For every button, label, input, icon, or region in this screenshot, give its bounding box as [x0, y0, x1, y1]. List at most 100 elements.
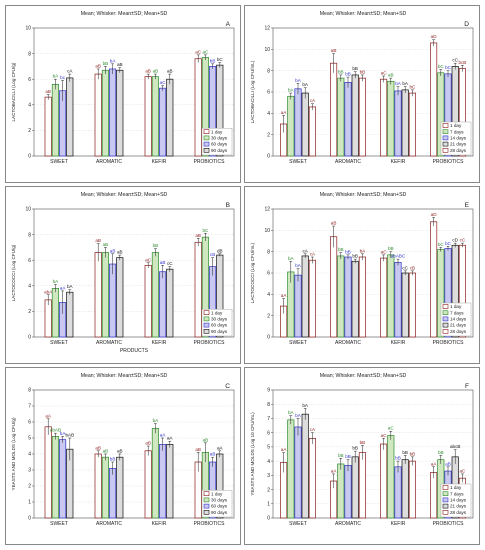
data-label: bB — [395, 456, 401, 461]
data-label: bB — [345, 249, 351, 254]
data-label: aC — [381, 433, 388, 438]
bar — [66, 291, 74, 338]
legend-label: 1 day — [211, 129, 223, 134]
y-tick-label: 6 — [267, 90, 270, 96]
y-tick-label: 1 — [28, 500, 31, 506]
data-label: aC — [381, 71, 388, 76]
y-axis-label: YEASTS AND MOLDS (Log 10 CFU/mL) — [250, 412, 255, 496]
y-tick-label: 7 — [267, 416, 270, 422]
chart-title: Mean; Whisker: Mean±SD; Mean+SD — [320, 373, 407, 379]
bar — [159, 444, 167, 519]
plot-frame — [272, 389, 474, 519]
legend-label: 90 days — [211, 148, 228, 153]
data-label: cC — [402, 265, 408, 270]
data-label: aC — [145, 257, 152, 262]
data-label: dB — [217, 248, 223, 253]
bar — [101, 456, 109, 519]
data-label: bC — [217, 57, 224, 62]
x-tick-label: SWEET — [289, 159, 307, 165]
bar — [351, 456, 359, 519]
bar — [144, 264, 152, 338]
data-label: bA — [67, 284, 74, 289]
data-label: bB — [103, 61, 109, 66]
bar — [308, 259, 316, 338]
data-label: bB — [153, 243, 159, 248]
legend-swatch — [442, 129, 449, 134]
x-tick-label: AROMATIC — [335, 521, 361, 527]
x-tick-label: KEFIR — [391, 340, 406, 346]
x-tick-label: SWEET — [50, 159, 68, 165]
bar — [380, 78, 388, 157]
y-tick-label: 6 — [267, 430, 270, 436]
data-label: cA — [303, 248, 309, 253]
data-label: bB — [388, 246, 394, 251]
data-label: bA — [53, 74, 60, 79]
data-label: bB — [338, 69, 344, 74]
legend-label: 1 day — [211, 491, 223, 496]
data-label: aB — [388, 73, 394, 78]
bar — [294, 426, 302, 519]
x-tick-label: PROBIOTICS — [433, 159, 465, 165]
bar — [337, 463, 345, 519]
legend-swatch — [442, 135, 449, 141]
y-tick-label: 8 — [267, 249, 270, 255]
bar — [430, 221, 438, 338]
bar — [194, 58, 202, 157]
bar — [294, 88, 302, 157]
bar — [401, 459, 409, 519]
legend-swatch — [442, 141, 449, 147]
x-tick-label: AROMATIC — [96, 521, 122, 527]
y-tick-label: 2 — [267, 313, 270, 319]
data-label: bC — [438, 242, 445, 247]
data-label: aC — [388, 426, 395, 431]
data-label: aB — [145, 69, 151, 74]
data-label: bcB — [458, 60, 466, 65]
bar — [144, 450, 152, 519]
x-tick-label: AROMATIC — [96, 340, 122, 346]
legend-label: 21 days — [450, 504, 467, 509]
legend-label: 28 days — [450, 329, 467, 334]
x-tick-label: PROBIOTICS — [433, 340, 465, 346]
legend-swatch — [203, 322, 210, 328]
y-tick-label: 6 — [28, 77, 31, 83]
bar — [330, 62, 338, 157]
panel-d: Mean; Whisker: Mean±SD; Mean+SD D 0 2 4 6 8 10 1… — [244, 5, 480, 183]
x-axis-label: PRODUCTS — [120, 348, 149, 354]
x-tick-label: AROMATIC — [335, 340, 361, 346]
legend-swatch — [203, 129, 210, 134]
bar — [301, 255, 309, 338]
bar — [94, 73, 102, 157]
panel-e: Mean; Whisker: Mean±SD; Mean+SD E 0 2 4 6 8 10 1… — [244, 186, 480, 364]
data-label: aA — [167, 436, 174, 441]
data-label: bc — [60, 75, 66, 80]
y-tick-label: 4 — [28, 103, 31, 109]
x-tick-label: SWEET — [50, 521, 68, 527]
data-label: aB — [110, 248, 116, 253]
x-tick-label: PROBIOTICS — [194, 159, 226, 165]
data-label: bB — [360, 440, 366, 445]
data-label: aB — [167, 69, 173, 74]
data-label: bA — [302, 403, 309, 408]
y-axis-label: LACTOBACILLI (Log CFU/g) — [11, 62, 16, 121]
bar — [330, 236, 338, 338]
data-label: bB — [402, 450, 408, 455]
data-label: bC — [445, 241, 452, 246]
legend-label: 28 days — [450, 148, 467, 153]
bar — [59, 439, 67, 519]
bar — [116, 257, 124, 338]
panel-letter: C — [225, 383, 230, 390]
bar — [144, 76, 152, 157]
bar — [51, 436, 59, 519]
legend-label: 30 days — [211, 136, 228, 141]
bar — [337, 255, 345, 338]
bar — [387, 80, 395, 157]
legend-label: 60 days — [211, 323, 228, 328]
plot-frame — [272, 208, 474, 338]
plot-frame — [272, 27, 474, 157]
data-label: aB — [160, 260, 166, 265]
data-label: aB — [210, 452, 216, 457]
bar — [344, 256, 352, 338]
data-label: bA — [288, 256, 295, 261]
y-tick-label: 6 — [28, 258, 31, 264]
legend-swatch — [203, 329, 210, 334]
